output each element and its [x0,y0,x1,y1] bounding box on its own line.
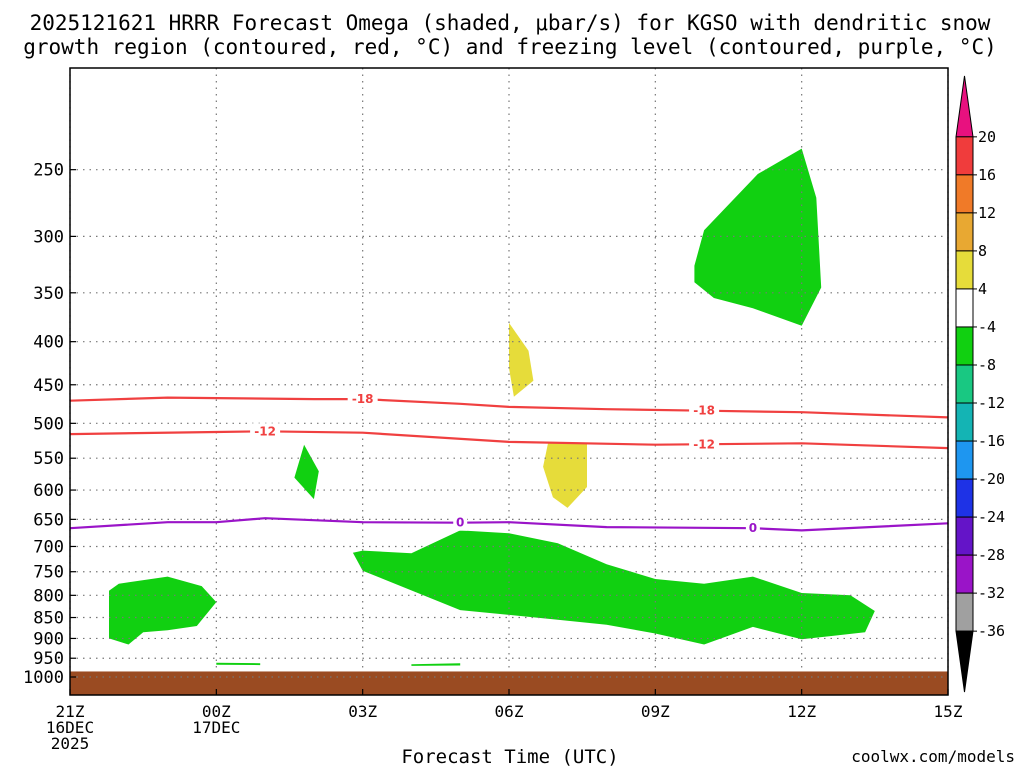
y-tick-label-800: 800 [33,586,64,606]
contour-lines: -18 -18 -12 -12 0 0 [69,391,949,537]
colorbar-swatch-4 [955,250,974,290]
y-tick-label-1000: 1000 [23,668,64,688]
y-tick-label-750: 750 [33,563,64,583]
colorbar-label-1: 16 [978,166,996,184]
colorbar-swatch-13 [955,592,974,632]
dgz-minus-12-label-0: -12 [254,424,276,438]
colorbar-swatch-3 [955,212,974,252]
x-tick-label-6-0: 03Z [348,702,377,721]
y-tick-label-350: 350 [33,284,64,304]
x-tick-label-15-0: 12Z [787,702,816,721]
chart-title-line-2: growth region (contoured, red, °C) and f… [23,35,997,59]
x-tick-label-0-2: 2025 [51,734,90,753]
x-tick-label-0-1: 16DEC [46,718,94,737]
colorbar-label-3: 8 [978,242,987,260]
x-tick-label-3-0: 00Z [202,702,231,721]
upward-motion-mid-small [294,444,319,500]
colorbar-label-13: -36 [978,622,1005,640]
y-tick-label-600: 600 [33,481,64,501]
x-tick-label-3-1: 17DEC [192,718,240,737]
colorbar-swatch-2 [955,174,974,214]
dgz-minus-12-label-bg-0 [250,423,281,440]
freezing-level-0-label-0: 0 [456,516,464,530]
colorbar-swatch-14 [955,630,974,693]
chart-title-line-1: 2025121621 HRRR Forecast Omega (shaded, … [30,11,991,35]
colorbar-label-12: -32 [978,584,1005,602]
ground-below-surface [70,671,948,695]
colorbar-label-9: -20 [978,470,1005,488]
y-tick-label-900: 900 [33,629,64,649]
colorbar-swatch-6 [955,326,974,366]
x-tick-label-0-0: 21Z [56,702,85,721]
colorbar-label-8: -16 [978,432,1005,450]
downward-motion-lower [543,442,587,508]
colorbar-label-10: -24 [978,508,1005,526]
upward-motion-sliver-a [216,662,261,666]
colorbar-swatch-12 [955,554,974,594]
y-tick-label-550: 550 [33,449,64,469]
freezing-level-0-label-1: 0 [749,521,757,535]
y-tick-label-950: 950 [33,649,64,669]
upward-motion-lower [352,530,875,645]
downward-motion-upper [509,322,534,397]
dgz-minus-12-label-1: -12 [693,438,715,452]
colorbar-label-11: -28 [978,546,1005,564]
dgz-minus-18 [69,396,949,419]
credit-text: coolwx.com/models [851,747,1015,766]
colorbar-label-5: -4 [978,318,996,336]
x-axis-title: Forecast Time (UTC) [401,746,618,768]
freezing-level-0-label-bg-0 [453,514,468,531]
colorbar-swatch-1 [955,136,974,176]
shaded-regions [109,148,875,666]
upward-motion-upper [694,148,822,326]
x-tick-label-18-0: 15Z [934,702,963,721]
colorbar-label-0: 20 [978,128,996,146]
colorbar-label-6: -8 [978,356,996,374]
x-tick-label-9-0: 06Z [495,702,524,721]
y-tick-label-300: 300 [33,227,64,247]
y-tick-label-650: 650 [33,510,64,530]
dgz-minus-18-label-0: -18 [352,392,374,406]
freezing-level-0-label-bg-1 [745,520,760,537]
dgz-minus-12 [69,430,949,450]
colorbar-swatch-11 [955,516,974,556]
y-tick-label-700: 700 [33,537,64,557]
colorbar-swatch-7 [955,364,974,404]
colorbar-swatch-9 [955,440,974,480]
colorbar-swatch-8 [955,402,974,442]
y-axis-ticks: 2503003504004505005506006507007508008509… [23,161,76,688]
upward-motion-sliver-b [411,663,461,666]
y-tick-label-450: 450 [33,376,64,396]
colorbar-swatch-0 [955,75,974,138]
dgz-minus-18-label-1: -18 [693,404,715,418]
colorbar-label-7: -12 [978,394,1005,412]
colorbar-label-2: 12 [978,204,996,222]
y-tick-label-250: 250 [33,161,64,181]
upward-motion-left-low [109,576,217,645]
dgz-minus-18-label-bg-0 [347,391,378,408]
colorbar-swatch-10 [955,478,974,518]
dgz-minus-18-label-bg-1 [689,402,720,419]
dgz-minus-12-label-bg-1 [689,436,720,453]
x-tick-label-12-0: 09Z [641,702,670,721]
y-tick-label-400: 400 [33,333,64,353]
y-tick-label-500: 500 [33,414,64,434]
colorbar-label-4: 4 [978,280,987,298]
colorbar-swatch-5 [955,288,974,328]
y-tick-label-850: 850 [33,609,64,629]
colorbar: 20 16 12 8 4 -4 -8 -12 -16 -20 -24 -28 -32 -36 [955,75,1005,693]
